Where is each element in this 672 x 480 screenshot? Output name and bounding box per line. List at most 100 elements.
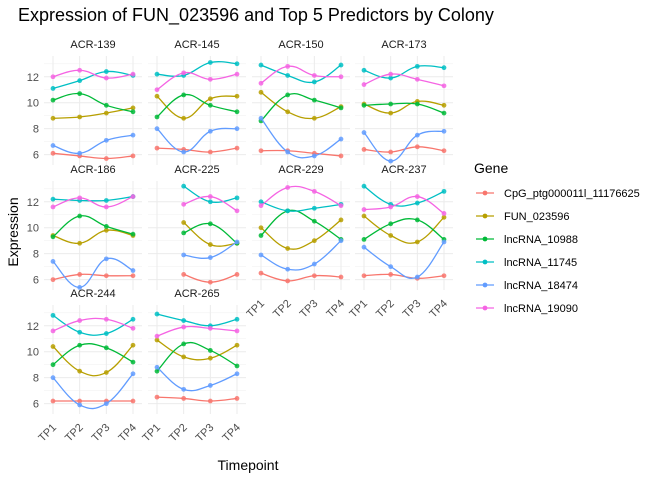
data-point-lncrna-18474 xyxy=(285,149,291,155)
data-point-cpg-ptg000011l-11176625 xyxy=(258,148,264,154)
data-point-fun-023596 xyxy=(311,115,317,121)
data-point-cpg-ptg000011l-11176625 xyxy=(414,144,420,150)
data-point-fun-023596 xyxy=(181,115,187,121)
series-line-lncrna-11745 xyxy=(156,61,238,77)
data-point-lncrna-10988 xyxy=(388,101,394,107)
x-tick-label: TP4 xyxy=(116,422,139,445)
data-point-lncrna-11745 xyxy=(361,183,367,189)
y-tick-label: 10 xyxy=(27,223,39,235)
series-line-lncrna-11745 xyxy=(260,201,342,212)
legend-label: lncRNA_19090 xyxy=(504,303,578,315)
data-point-lncrna-19090 xyxy=(207,194,213,199)
x-tick-label: TP1 xyxy=(36,422,59,445)
data-point-lncrna-19090 xyxy=(154,333,160,339)
x-axis-title: Timepoint xyxy=(218,457,279,473)
data-point-fun-023596 xyxy=(154,337,160,343)
y-tick-label: 6 xyxy=(33,275,39,287)
series-line-lncrna-10988 xyxy=(260,92,342,122)
series-line-lncrna-10988 xyxy=(156,93,238,118)
series-line-lncrna-19090 xyxy=(363,73,445,87)
data-point-fun-023596 xyxy=(311,238,317,244)
series-line-lncrna-19090 xyxy=(363,195,445,214)
data-point-lncrna-11745 xyxy=(258,62,264,68)
data-point-lncrna-19090 xyxy=(50,204,56,210)
data-point-cpg-ptg000011l-11176625 xyxy=(207,149,213,155)
data-point-lncrna-18474 xyxy=(414,132,420,138)
data-point-lncrna-10988 xyxy=(77,213,83,219)
data-point-lncrna-19090 xyxy=(50,74,56,80)
data-point-cpg-ptg000011l-11176625 xyxy=(234,272,240,277)
data-point-lncrna-18474 xyxy=(50,143,56,148)
data-point-cpg-ptg000011l-11176625 xyxy=(207,279,213,285)
data-point-cpg-ptg000011l-11176625 xyxy=(130,398,136,404)
data-point-fun-023596 xyxy=(388,110,394,116)
data-point-lncrna-19090 xyxy=(77,318,83,323)
series-line-lncrna-11745 xyxy=(52,70,134,90)
data-point-fun-023596 xyxy=(285,246,291,251)
data-point-lncrna-18474 xyxy=(130,132,136,138)
data-point-lncrna-18474 xyxy=(388,264,394,270)
facet-panel-acr-139: ACR-139 6 8 10 12 xyxy=(27,39,142,165)
series-line-lncrna-11745 xyxy=(363,65,445,79)
series-line-lncrna-18474 xyxy=(52,134,134,154)
data-point-lncrna-11745 xyxy=(181,318,187,323)
data-point-cpg-ptg000011l-11176625 xyxy=(441,148,447,154)
x-tick-label: TP2 xyxy=(271,298,294,321)
data-point-lncrna-11745 xyxy=(103,198,109,203)
data-point-lncrna-10988 xyxy=(103,345,109,351)
data-point-lncrna-18474 xyxy=(361,130,367,135)
data-point-cpg-ptg000011l-11176625 xyxy=(258,270,264,276)
data-point-lncrna-18474 xyxy=(130,371,136,377)
facet-panel-acr-229: ACR-229 TP1 TP2 TP3 TP4 xyxy=(244,164,350,320)
series-line-fun-023596 xyxy=(156,339,238,361)
data-point-lncrna-10988 xyxy=(103,224,109,229)
series-line-lncrna-19090 xyxy=(52,195,134,208)
series-line-fun-023596 xyxy=(52,344,134,377)
legend-item-cpg-ptg000011l-11176625: CpG_ptg000011l_11176625 xyxy=(476,188,640,200)
data-point-lncrna-10988 xyxy=(207,102,213,108)
legend-label: lncRNA_10988 xyxy=(504,234,578,246)
data-point-lncrna-11745 xyxy=(103,69,109,74)
facet-label: ACR-225 xyxy=(174,164,219,176)
facet-panel-acr-265: ACR-265 TP1 TP2 TP3 TP4 xyxy=(140,288,246,444)
facet-label: ACR-139 xyxy=(70,39,115,51)
data-point-cpg-ptg000011l-11176625 xyxy=(50,277,56,283)
data-point-cpg-ptg000011l-11176625 xyxy=(130,273,136,279)
data-point-lncrna-19090 xyxy=(311,73,317,78)
data-point-lncrna-10988 xyxy=(50,234,56,240)
series-line-lncrna-19090 xyxy=(260,65,342,84)
data-point-lncrna-18474 xyxy=(414,274,420,280)
facet-label: ACR-145 xyxy=(174,39,219,51)
y-tick-label: 12 xyxy=(27,72,39,84)
facet-label: ACR-229 xyxy=(278,164,323,176)
facet-label: ACR-265 xyxy=(174,288,219,300)
data-point-lncrna-19090 xyxy=(258,203,264,209)
legend-key-point xyxy=(482,282,488,288)
data-point-lncrna-19090 xyxy=(234,208,240,214)
data-point-lncrna-10988 xyxy=(414,217,420,223)
facet-label: ACR-150 xyxy=(278,39,323,51)
data-point-lncrna-18474 xyxy=(77,285,83,290)
data-point-fun-023596 xyxy=(285,109,291,115)
x-tick-label: TP1 xyxy=(244,298,267,321)
legend-item-fun-023596: FUN_023596 xyxy=(476,211,569,223)
series-line-lncrna-19090 xyxy=(260,185,342,207)
data-point-lncrna-19090 xyxy=(361,82,367,87)
data-point-lncrna-10988 xyxy=(207,221,213,227)
series-line-lncrna-19090 xyxy=(52,69,134,79)
data-point-lncrna-11745 xyxy=(234,195,240,201)
data-point-lncrna-10988 xyxy=(441,110,447,116)
data-point-lncrna-11745 xyxy=(103,331,109,336)
series-line-lncrna-11745 xyxy=(363,185,445,207)
data-point-lncrna-11745 xyxy=(285,73,291,78)
data-point-cpg-ptg000011l-11176625 xyxy=(338,274,344,280)
data-point-fun-023596 xyxy=(77,240,83,246)
data-point-lncrna-18474 xyxy=(103,256,109,262)
data-point-fun-023596 xyxy=(77,114,83,120)
data-point-lncrna-18474 xyxy=(338,136,344,142)
series-line-cpg-ptg000011l-11176625 xyxy=(363,146,445,153)
series-line-lncrna-10988 xyxy=(156,341,238,372)
data-point-lncrna-18474 xyxy=(207,255,213,260)
series-line-fun-023596 xyxy=(52,229,134,244)
